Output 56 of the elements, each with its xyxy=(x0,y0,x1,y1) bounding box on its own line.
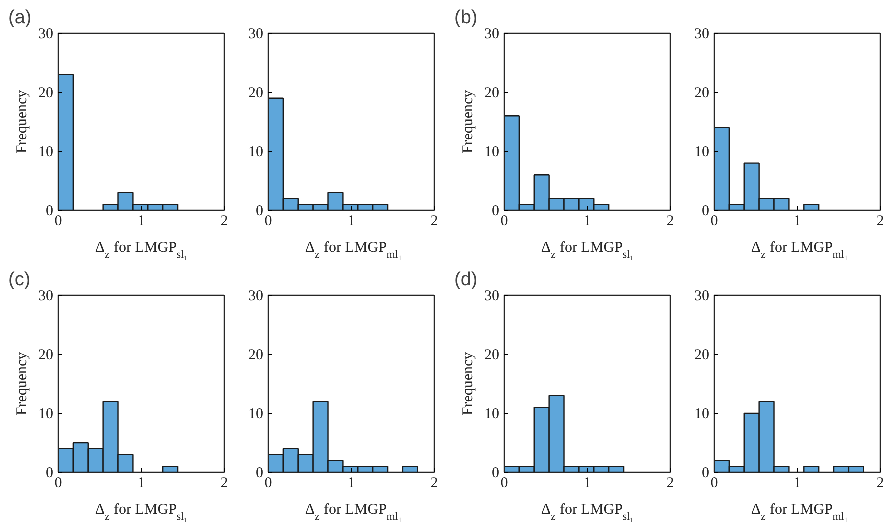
text: (a) xyxy=(8,8,32,28)
x-tick-label: 1 xyxy=(584,214,592,230)
y-axis-title: Frequency xyxy=(460,352,476,416)
x-tick-label: 1 xyxy=(794,476,802,492)
y-tick-label: 20 xyxy=(38,348,54,364)
y-tick-label: 20 xyxy=(694,348,710,364)
text: (c) xyxy=(8,270,31,290)
y-tick-label: 30 xyxy=(248,288,264,304)
y-tick-label: 20 xyxy=(38,86,54,102)
y-tick-label: 0 xyxy=(702,204,710,220)
x-tick-label: 2 xyxy=(430,214,438,230)
x-tick-label: 2 xyxy=(430,476,438,492)
x-tick-label: 1 xyxy=(794,214,802,230)
y-tick-label: 0 xyxy=(492,466,500,482)
y-tick-label: 10 xyxy=(38,406,54,422)
text: (d) xyxy=(454,270,478,290)
y-tick-label: 0 xyxy=(256,204,264,220)
y-axis-title: Frequency xyxy=(14,90,30,154)
x-tick-label: 1 xyxy=(348,214,356,230)
y-tick-label: 20 xyxy=(484,86,500,102)
y-tick-label: 10 xyxy=(38,144,54,160)
y-tick-label: 10 xyxy=(694,406,710,422)
y-tick-label: 0 xyxy=(492,204,500,220)
y-axis-title: Frequency xyxy=(460,90,476,154)
y-tick-label: 30 xyxy=(38,26,54,42)
y-tick-label: 30 xyxy=(694,288,710,304)
y-tick-label: 30 xyxy=(484,26,500,42)
y-tick-label: 0 xyxy=(702,466,710,482)
y-tick-label: 10 xyxy=(484,406,500,422)
x-tick-label: 2 xyxy=(666,214,674,230)
y-tick-label: 0 xyxy=(256,466,264,482)
x-tick-label: 2 xyxy=(220,476,228,492)
y-tick-label: 30 xyxy=(484,288,500,304)
x-tick-label: 2 xyxy=(876,214,884,230)
x-tick-label: 2 xyxy=(876,476,884,492)
y-tick-label: 0 xyxy=(46,204,54,220)
y-tick-label: 10 xyxy=(484,144,500,160)
x-tick-label: 1 xyxy=(138,476,146,492)
y-tick-label: 20 xyxy=(694,86,710,102)
y-tick-label: 30 xyxy=(694,26,710,42)
y-tick-label: 0 xyxy=(46,466,54,482)
x-tick-label: 1 xyxy=(138,214,146,230)
y-axis-title: Frequency xyxy=(14,352,30,416)
y-tick-label: 10 xyxy=(248,144,264,160)
y-tick-label: 30 xyxy=(248,26,264,42)
x-tick-label: 1 xyxy=(348,476,356,492)
y-tick-label: 10 xyxy=(248,406,264,422)
x-tick-label: 1 xyxy=(584,476,592,492)
x-tick-label: 2 xyxy=(220,214,228,230)
y-tick-label: 20 xyxy=(484,348,500,364)
y-tick-label: 30 xyxy=(38,288,54,304)
y-tick-label: 10 xyxy=(694,144,710,160)
y-tick-label: 20 xyxy=(248,86,264,102)
text: (b) xyxy=(454,8,478,28)
x-tick-label: 2 xyxy=(666,476,674,492)
y-tick-label: 20 xyxy=(248,348,264,364)
